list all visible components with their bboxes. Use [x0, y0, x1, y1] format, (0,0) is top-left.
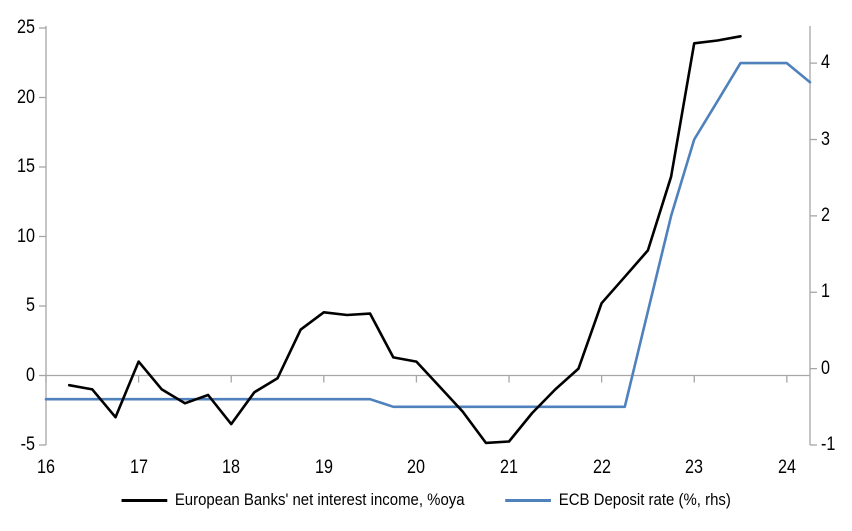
left-axis-label: 5	[26, 295, 35, 316]
right-axis-label: 1	[821, 281, 830, 303]
legend-label-net-interest-income: European Banks' net interest income, %oy…	[174, 490, 465, 509]
left-axis-label: 15	[17, 156, 35, 177]
legend-item-ecb-deposit-rate: ECB Deposit rate (%, rhs)	[505, 490, 731, 510]
legend-label-ecb-deposit-rate: ECB Deposit rate (%, rhs)	[558, 490, 731, 509]
right-axis-label: 3	[821, 128, 830, 150]
x-axis-label: 19	[314, 457, 333, 478]
x-axis-label: 16	[37, 457, 55, 478]
x-axis-label: 23	[685, 457, 704, 478]
left-axis-label: 10	[17, 225, 35, 247]
right-axis-label: 0	[821, 357, 830, 379]
x-axis-label: 22	[592, 457, 611, 478]
left-axis-label: -5	[20, 434, 35, 455]
left-axis-label: 25	[17, 17, 35, 38]
blue-line-swatch-icon	[505, 498, 551, 502]
x-axis-label: 17	[129, 457, 148, 478]
black-line-swatch-icon	[121, 498, 167, 502]
right-axis-label: 4	[821, 52, 830, 74]
legend: European Banks' net interest income, %oy…	[51, 490, 801, 510]
left-axis-label: 20	[17, 86, 35, 108]
legend-item-net-interest-income: European Banks' net interest income, %oy…	[121, 490, 465, 510]
x-axis-label: 18	[222, 457, 241, 478]
right-axis-label: 2	[821, 204, 830, 226]
right-axis-label: -1	[821, 434, 836, 455]
x-axis-label: 21	[500, 457, 518, 478]
series-line-ecb-deposit-rate	[44, 61, 812, 409]
series-line-net-interest-income	[67, 34, 742, 445]
x-axis-label: 20	[407, 457, 426, 478]
left-axis-label: 0	[26, 364, 35, 386]
x-axis-label: 24	[777, 457, 796, 478]
